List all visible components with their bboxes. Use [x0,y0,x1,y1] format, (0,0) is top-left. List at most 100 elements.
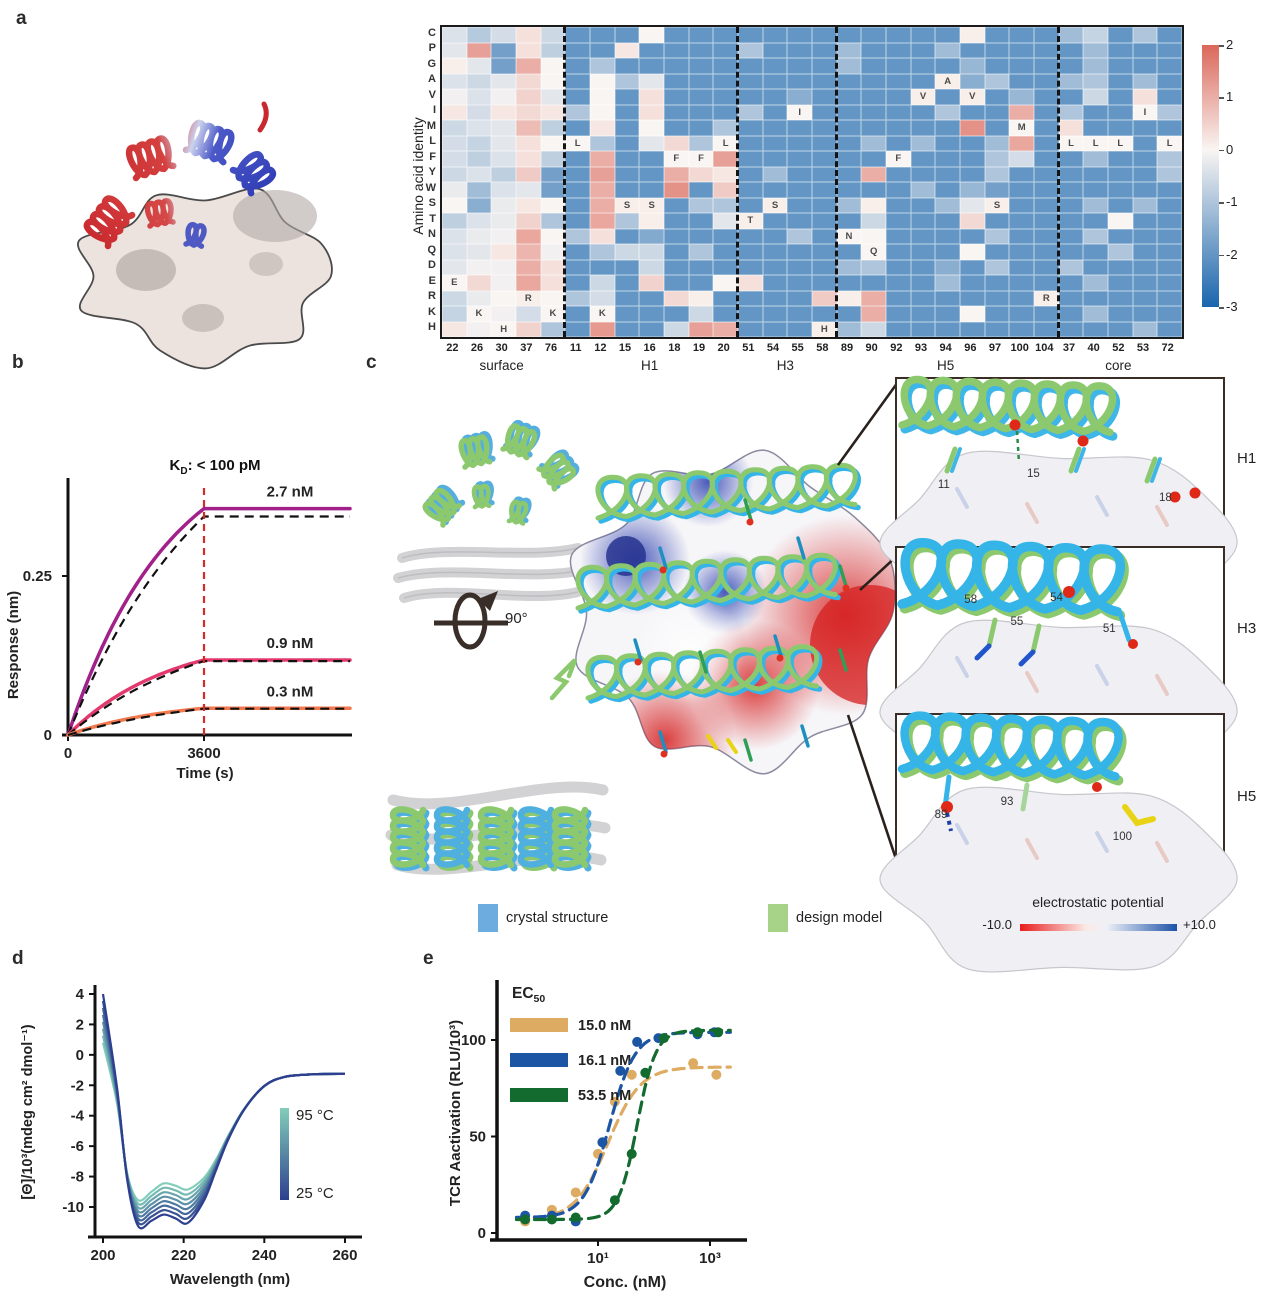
heatmap-cell: S [762,197,788,213]
heatmap-cell [1009,151,1034,167]
heatmap-col-label: 16 [643,342,656,354]
heatmap-cell [762,213,788,229]
heatmap-cell [1108,89,1133,105]
heatmap-cell [1009,42,1034,58]
heatmap-cell [960,197,985,213]
heatmap-cell [565,27,590,43]
heatmap-cell [935,321,960,337]
heatmap-cell [1058,244,1084,260]
heatmap-cell [1009,228,1034,244]
heatmap-cell [639,89,664,105]
heatmap-cell [787,197,812,213]
colorbar-tick-mark [1219,254,1224,257]
heatmap-cell [590,213,615,229]
heatmap-cell [910,151,936,167]
heatmap-row-label: L [429,135,436,147]
heatmap-row-label: K [428,305,436,318]
heatmap-cell [960,120,985,136]
heatmap-cell [664,120,689,136]
heatmap-cell [738,42,763,58]
heatmap-cell [466,135,492,151]
heatmap-cell [1009,244,1034,260]
heatmap-cell [1132,306,1158,322]
heatmap-cell [935,42,960,58]
heatmap-cell [886,244,911,260]
heatmap-cell [886,166,911,182]
heatmap-cell [590,197,615,213]
heatmap-cell [1132,321,1158,337]
svg-text:260: 260 [332,1247,357,1264]
inset-h5-label: H5 [1237,788,1257,805]
heatmap-col-label: 55 [791,342,804,354]
heatmap-cell [984,120,1010,136]
potential-max-label: +10.0 [1183,917,1216,932]
heatmap-cell [861,104,886,120]
heatmap-cell [935,244,960,260]
colorbar-tick-label: 0 [1226,141,1234,157]
heatmap-cell [886,275,911,291]
conc-label: 0.9 nM [267,635,314,652]
heatmap-cell: R [1034,290,1059,306]
inset-h5 [879,711,1238,973]
svg-text:-6: -6 [71,1138,84,1155]
heatmap-cell [466,244,492,260]
heatmap-cell [664,259,689,275]
heatmap-cell [984,42,1010,58]
heatmap-cell [713,120,738,136]
heatmap-col-label: 20 [717,342,730,354]
heatmap-cell [762,259,788,275]
heatmap-cell [1108,58,1133,74]
colorbar-tick-mark [1219,202,1224,204]
heatmap-cell: V [960,89,985,105]
heatmap-cell [614,213,640,229]
heatmap-cell [861,58,886,74]
heatmap-cell [1157,290,1182,306]
heatmap-cell [1034,306,1059,322]
heatmap-cell [738,89,763,105]
heatmap-cell [688,306,714,322]
heatmap-cell [1083,259,1108,275]
heatmap-cell [1083,120,1108,136]
heatmap-cell [713,228,738,244]
heatmap-cell [664,306,689,322]
heatmap-cell [836,73,862,89]
heatmap-cell [812,244,837,260]
heatmap-cell [540,228,566,244]
heatmap-cell [935,120,960,136]
heatmap-cell [861,321,886,337]
heatmap-cell: K [466,306,492,322]
heatmap-col-label: 11 [569,342,582,354]
heatmap-cell [984,89,1010,105]
svg-text:100: 100 [461,1032,486,1049]
svg-text:200: 200 [90,1247,115,1264]
heatmap-cell [491,290,516,306]
heatmap-cell [1009,290,1034,306]
heatmap-colorbar [1202,45,1219,307]
heatmap-cell [861,73,886,89]
heatmap-cell [516,120,541,136]
data-point [626,1148,637,1159]
residue-number: 55 [1010,616,1024,629]
heatmap-cell [442,213,467,229]
heatmap-cell [1083,244,1108,260]
heatmap-cell [861,290,886,306]
heatmap-cell: F [688,151,714,167]
heatmap-cell [1157,166,1182,182]
inset-h5-structure [879,711,1238,973]
heatmap-cell [1034,244,1059,260]
heatmap-cell [1108,182,1133,198]
heatmap-cell [1009,275,1034,291]
heatmap-cell [491,228,516,244]
heatmap-cell: I [1132,104,1158,120]
heatmap-cell [614,290,640,306]
heatmap-cell [910,228,936,244]
heatmap-cell [1034,58,1059,74]
heatmap-row-label: G [427,57,436,70]
heatmap-cell [516,104,541,120]
heatmap-cell [836,275,862,291]
heatmap-cell [812,104,837,120]
heatmap-cell [738,290,763,306]
heatmap-cell [713,89,738,105]
svg-text:0.25: 0.25 [23,568,52,585]
heatmap-cell [935,290,960,306]
